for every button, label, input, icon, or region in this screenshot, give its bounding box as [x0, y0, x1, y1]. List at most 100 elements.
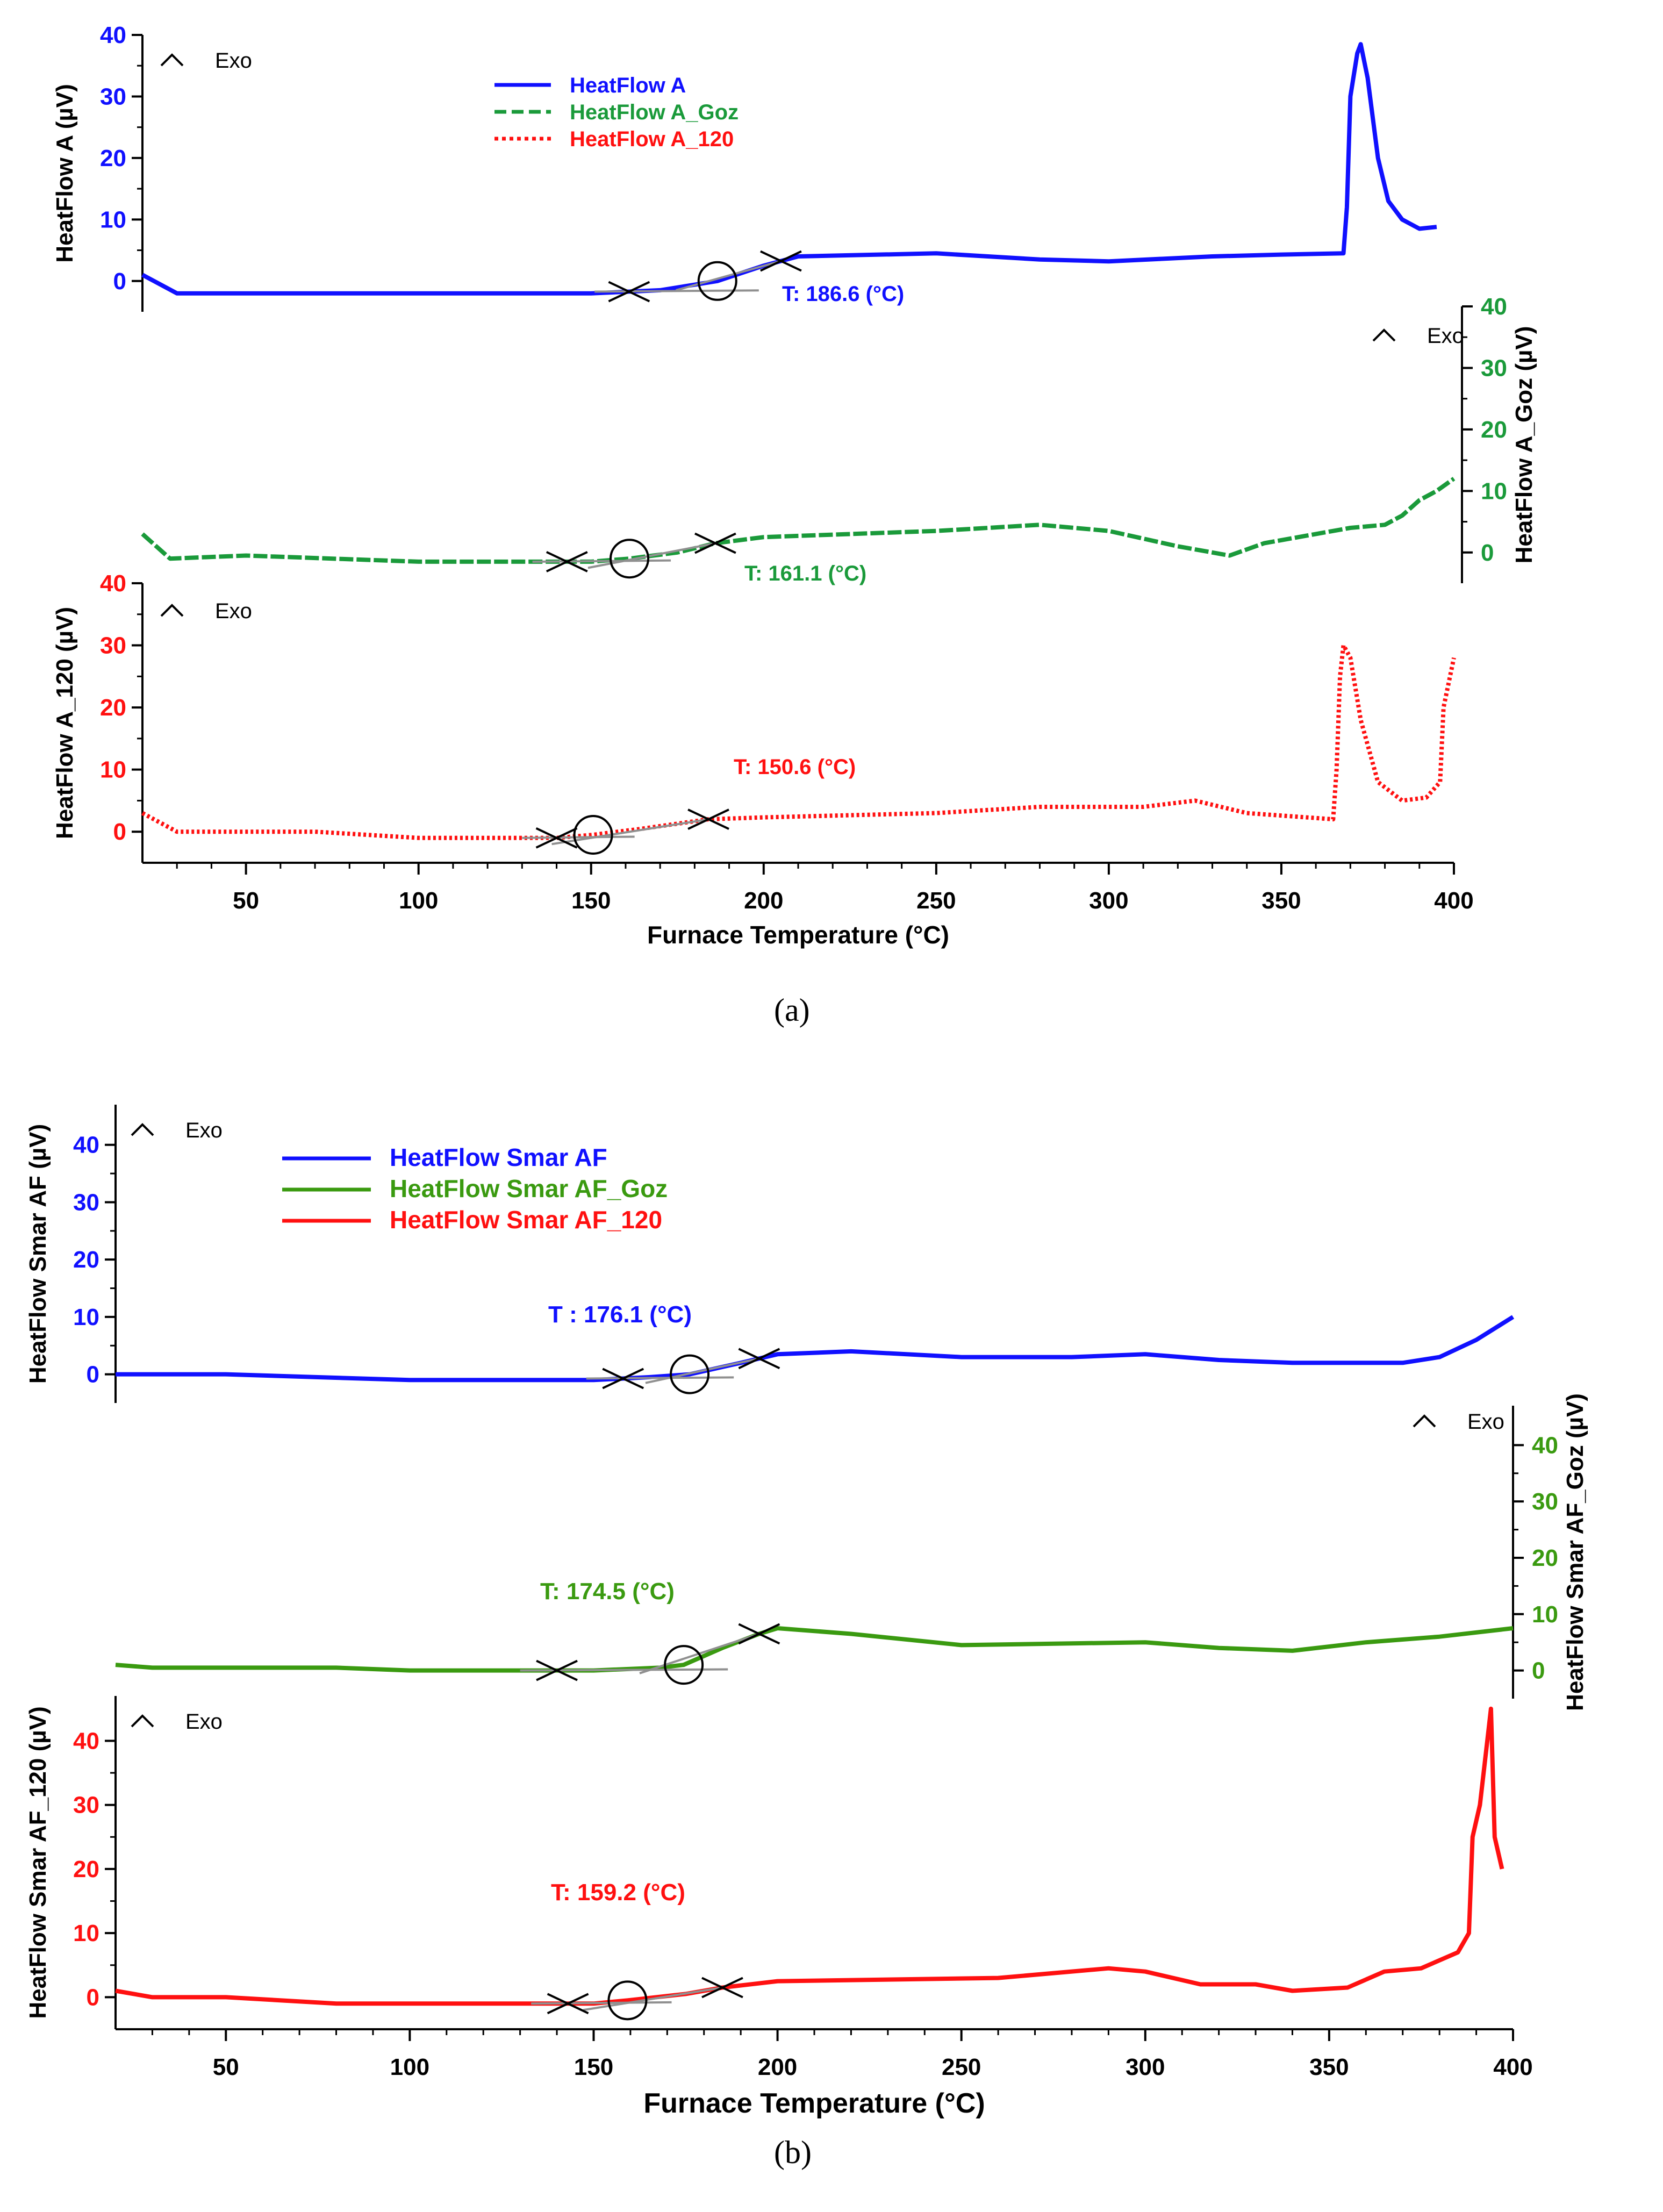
exo-arrow-icon-a-0 [160, 53, 184, 67]
tg-label-a-2: T: 150.6 (°C) [734, 755, 856, 779]
x-tick-label-a-150: 150 [571, 887, 611, 914]
cross-marker-icon-b-1-1 [738, 1623, 780, 1645]
caption-b-text: (b) [774, 2135, 812, 2170]
x-tick-label-a-200: 200 [744, 887, 783, 914]
tg-circle-marker-b-1 [664, 1645, 704, 1685]
y-axis-label-a-1: HeatFlow A_Goz (µV) [1511, 326, 1537, 564]
slope-tangent-b-0 [645, 1357, 759, 1384]
legend-label-b-1: HeatFlow Smar AF_Goz [390, 1175, 668, 1202]
tg-label-b-0: T : 176.1 (°C) [548, 1301, 692, 1328]
cross-marker-icon-a-2-1 [687, 808, 729, 830]
tg-circle-marker-b-2 [607, 1980, 648, 2021]
slope-tangent-a-0 [676, 260, 782, 291]
y-tick-label-b-2-10: 10 [73, 1920, 99, 1946]
y-tick-label-b-2-0: 0 [87, 1984, 99, 2010]
legend-label-a-1: HeatFlow A_Goz [570, 101, 739, 124]
legend-label-a-2: HeatFlow A_120 [570, 127, 734, 151]
y-tick-label-b-2-30: 30 [73, 1792, 99, 1819]
tg-circle-marker-b-0 [670, 1354, 710, 1394]
y-axis-label-a-0: HeatFlow A (µV) [52, 84, 78, 263]
cross-marker-icon-b-2-0 [547, 1993, 589, 2015]
x-tick-label-a-350: 350 [1261, 887, 1301, 914]
tg-circle-marker-a-1 [610, 539, 650, 579]
x-tick-label-b-150: 150 [574, 2054, 613, 2080]
series-line-b-1 [115, 1626, 1514, 1673]
x-tick-label-a-400: 400 [1434, 887, 1473, 914]
caption-b: (b) [774, 2134, 812, 2171]
slope-tangent-a-1 [587, 542, 716, 569]
y-tick-label-b-2-40: 40 [73, 1728, 99, 1754]
tg-circle-marker-a-2 [573, 815, 613, 855]
y-tick-label-a-1-30: 30 [1481, 355, 1507, 381]
exo-label-b-0: Exo [185, 1119, 223, 1142]
y-tick-label-b-1-10: 10 [1532, 1601, 1558, 1628]
y-axis-label-b-2: HeatFlow Smar AF_120 (µV) [25, 1706, 51, 2018]
slope-tangent-a-2 [551, 818, 709, 846]
baseline-tangent-b-1 [520, 1668, 728, 1672]
tg-circle-marker-a-0 [697, 261, 737, 301]
x-tick-label-b-100: 100 [390, 2054, 429, 2080]
y-tick-label-a-1-20: 20 [1481, 417, 1507, 443]
y-tick-label-b-1-30: 30 [1532, 1488, 1558, 1515]
cross-marker-icon-b-2-1 [701, 1977, 743, 1999]
x-tick-label-a-250: 250 [916, 887, 956, 914]
y-tick-label-a-0-20: 20 [100, 145, 126, 171]
series-line-a-1 [141, 477, 1456, 564]
exo-arrow-icon-a-1 [1372, 328, 1396, 342]
y-tick-label-a-0-40: 40 [100, 22, 126, 48]
y-tick-label-a-2-10: 10 [100, 757, 126, 783]
baseline-tangent-b-2 [531, 2001, 672, 2005]
series-line-b-2 [115, 1706, 1504, 2006]
cross-marker-icon-a-1-0 [546, 551, 588, 572]
y-tick-label-b-0-20: 20 [73, 1247, 99, 1273]
y-tick-label-b-1-20: 20 [1532, 1545, 1558, 1571]
series-line-b-0 [116, 1315, 1515, 1383]
x-tick-label-a-300: 300 [1089, 887, 1128, 914]
exo-arrow-icon-b-2 [131, 1714, 154, 1728]
y-tick-label-a-2-0: 0 [113, 819, 126, 845]
cross-marker-icon-a-0-0 [608, 281, 650, 303]
y-axis-label-a-2: HeatFlow A_120 (µV) [52, 607, 78, 839]
tg-label-b-1: T: 174.5 (°C) [540, 1578, 675, 1605]
tg-label-a-1: T: 161.1 (°C) [744, 562, 866, 585]
baseline-tangent-b-0 [586, 1376, 734, 1380]
exo-label-a-0: Exo [215, 49, 252, 73]
exo-arrow-icon-a-2 [160, 604, 184, 617]
x-tick-label-b-350: 350 [1309, 2054, 1349, 2080]
y-tick-label-a-1-0: 0 [1481, 540, 1494, 566]
x-tick-label-a-50: 50 [233, 887, 259, 914]
caption-a-text: (a) [774, 992, 810, 1028]
y-tick-label-b-0-30: 30 [73, 1189, 99, 1215]
y-axis-label-b-0: HeatFlow Smar AF (µV) [25, 1124, 51, 1384]
y-tick-label-a-0-0: 0 [113, 268, 126, 295]
x-tick-label-b-250: 250 [942, 2054, 981, 2080]
y-tick-label-b-2-20: 20 [73, 1856, 99, 1882]
y-tick-label-a-0-10: 10 [100, 206, 126, 233]
y-tick-label-a-0-30: 30 [100, 83, 126, 110]
exo-arrow-icon-b-0 [131, 1123, 154, 1136]
cross-marker-icon-a-0-1 [760, 250, 802, 272]
y-tick-label-a-2-30: 30 [100, 633, 126, 659]
exo-label-b-1: Exo [1467, 1410, 1504, 1434]
baseline-tangent-a-1 [532, 559, 671, 563]
x-tick-label-b-400: 400 [1493, 2054, 1532, 2080]
y-tick-label-b-0-10: 10 [73, 1304, 99, 1330]
y-tick-label-a-2-40: 40 [100, 570, 126, 597]
cross-marker-icon-b-0-0 [602, 1368, 644, 1390]
exo-label-a-1: Exo [1427, 324, 1464, 348]
x-tick-label-a-100: 100 [399, 887, 438, 914]
tg-label-b-2: T: 159.2 (°C) [551, 1879, 685, 1906]
x-tick-label-b-300: 300 [1126, 2054, 1165, 2080]
y-axis-label-b-1: HeatFlow Smar AF_Goz (µV) [1562, 1393, 1588, 1711]
y-tick-label-b-1-0: 0 [1532, 1658, 1545, 1684]
exo-label-b-2: Exo [185, 1710, 223, 1734]
legend-label-a-0: HeatFlow A [570, 74, 686, 97]
legend-label-b-0: HeatFlow Smar AF [390, 1143, 607, 1171]
x-axis-label-b: Furnace Temperature (°C) [643, 2088, 985, 2119]
cross-marker-icon-a-2-0 [535, 827, 578, 849]
cross-marker-icon-b-0-1 [738, 1348, 780, 1370]
y-tick-label-b-0-40: 40 [73, 1132, 99, 1158]
x-tick-label-b-50: 50 [213, 2054, 239, 2080]
y-tick-label-a-1-10: 10 [1481, 478, 1507, 504]
tg-label-a-0: T: 186.6 (°C) [782, 282, 904, 306]
